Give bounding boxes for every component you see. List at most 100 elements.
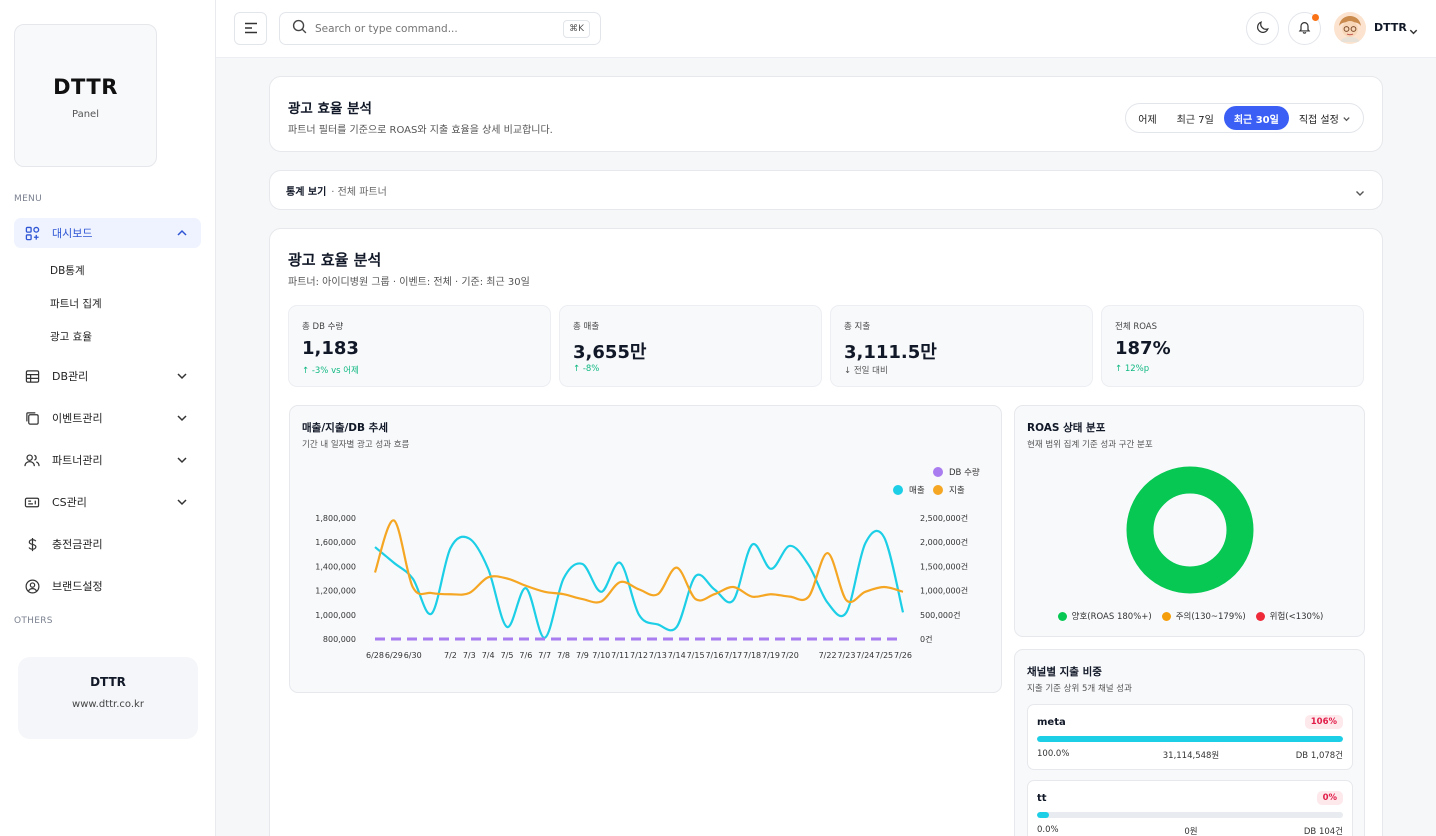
kpi-label: 총 DB 수량 xyxy=(302,322,344,332)
channel-share-bar xyxy=(1037,736,1343,742)
channel-amount: 31,114,548원 xyxy=(1162,751,1220,761)
user-name[interactable]: DTTR xyxy=(1374,21,1407,34)
channel-amount: 0원 xyxy=(1184,827,1198,836)
channel-db-count: DB 104건 xyxy=(1303,827,1343,836)
x-tick-label: 7/4 xyxy=(482,651,495,660)
x-tick-label: 6/29 xyxy=(385,651,403,660)
range-option-30d[interactable]: 최근 30일 xyxy=(1223,106,1289,130)
chart-title: ROAS 상태 분포 xyxy=(1027,422,1106,434)
legend-swatch xyxy=(1057,611,1067,621)
topbar: ⌘K DTTR xyxy=(216,0,1436,58)
legend-item-warn[interactable]: 주의(130~179%) xyxy=(1161,610,1246,622)
page-header-card: 광고 효율 분석 파트너 필터를 기준으로 ROAS와 지출 효율을 상세 비교… xyxy=(269,76,1383,152)
sidebar-item-brand-settings[interactable]: 브랜드설정 xyxy=(14,571,201,601)
kpi-total-db: 총 DB 수량 1,183 ↑ -3% vs 어제 xyxy=(288,305,551,387)
x-tick-label: 7/7 xyxy=(538,651,551,660)
analysis-title: 광고 효율 분석 xyxy=(288,251,382,269)
kpi-total-spend: 총 지출 3,111.5만 ↓ 전일 대비 xyxy=(830,305,1093,387)
x-tick-label: 7/20 xyxy=(781,651,799,660)
x-tick-label: 7/12 xyxy=(630,651,648,660)
kpi-value: 187% xyxy=(1115,338,1171,359)
filter-label: 통계 보기 xyxy=(286,186,327,198)
brand-subtitle: Panel xyxy=(72,109,99,120)
sidebar-subitem-db-stats[interactable]: DB통계 xyxy=(50,265,85,277)
legend-label: 양호(ROAS 180%+) xyxy=(1071,612,1152,622)
sidebar-toggle-button[interactable] xyxy=(234,12,267,45)
x-tick-label: 7/13 xyxy=(649,651,667,660)
sidebar-item-cs-management[interactable]: CS관리 xyxy=(14,487,201,517)
legend-swatch-spend xyxy=(933,485,943,495)
x-tick-label: 6/28 xyxy=(366,651,384,660)
series-line-spend xyxy=(373,519,904,604)
x-tick-label: 7/9 xyxy=(576,651,589,660)
sidebar-item-label: DB관리 xyxy=(52,370,89,383)
legend-item-danger[interactable]: 위험(<130%) xyxy=(1255,610,1324,622)
sidebar-item-label: 충전금관리 xyxy=(52,538,103,551)
kpi-total-roas: 전체 ROAS 187% ↑ 12%p xyxy=(1101,305,1364,387)
roas-distribution-card: ROAS 상태 분포 현재 범위 집계 기준 성과 구간 분포 양호(ROAS … xyxy=(1014,405,1365,637)
sidebar-item-charge-management[interactable]: 충전금관리 xyxy=(14,529,201,559)
card-title: 채널별 지출 비중 xyxy=(1027,666,1102,678)
range-option-yesterday[interactable]: 어제 xyxy=(1138,114,1157,126)
notification-dot xyxy=(1312,14,1319,21)
brand-logo-card[interactable]: DTTR Panel xyxy=(14,24,157,167)
y-right-tick-label: 0건 xyxy=(920,634,932,644)
channel-name: tt xyxy=(1037,793,1047,804)
notifications-button[interactable] xyxy=(1288,12,1321,45)
page-description: 파트너 필터를 기준으로 ROAS와 지출 효율을 상세 비교합니다. xyxy=(288,125,553,136)
chevron-down-icon[interactable] xyxy=(1408,22,1419,41)
legend-label: 위험(<130%) xyxy=(1269,612,1324,622)
others-section-label: OTHERS xyxy=(14,616,53,626)
y-right-tick-label: 2,000,000건 xyxy=(920,537,968,547)
footer-brand: DTTR xyxy=(90,675,126,689)
stats-filter-bar[interactable]: 통계 보기 · 전체 파트너 xyxy=(269,170,1383,210)
sidebar-footer-card: DTTR www.dttr.co.kr xyxy=(18,657,198,739)
chart-title: 매출/지출/DB 추세 xyxy=(302,422,389,434)
search-box[interactable]: ⌘K xyxy=(279,12,601,45)
x-tick-label: 7/22 xyxy=(819,651,837,660)
user-avatar[interactable] xyxy=(1334,12,1366,44)
legend-label-revenue: 매출 xyxy=(909,485,925,496)
sidebar-item-event-management[interactable]: 이벤트관리 xyxy=(14,403,201,433)
card-subtitle: 지출 기준 상위 5개 채널 성과 xyxy=(1027,684,1132,694)
x-tick-label: 7/15 xyxy=(687,651,705,660)
x-tick-label: 7/26 xyxy=(894,651,912,660)
channel-roas-badge: 106% xyxy=(1304,715,1343,729)
legend-swatch-revenue xyxy=(893,485,903,495)
x-tick-label: 7/11 xyxy=(611,651,629,660)
sidebar-item-partner-management[interactable]: 파트너관리 xyxy=(14,445,201,475)
sidebar: DTTR Panel MENU 대시보드 DB통계 파트너 집계 광고 효율 D… xyxy=(0,0,216,836)
ticket-icon xyxy=(24,494,40,510)
y-right-tick-label: 500,000건 xyxy=(920,610,960,620)
legend-swatch-db xyxy=(933,467,943,477)
channel-row-meta[interactable]: meta 106% 100.0% 31,114,548원 DB 1,078건 xyxy=(1027,704,1353,770)
theme-toggle-button[interactable] xyxy=(1246,12,1279,45)
chevron-down-icon[interactable] xyxy=(1354,184,1366,203)
kpi-value: 1,183 xyxy=(302,338,359,359)
y-left-tick-label: 1,800,000 xyxy=(315,514,356,523)
kpi-total-revenue: 총 매출 3,655만 ↑ -8% xyxy=(559,305,822,387)
kpi-label: 총 지출 xyxy=(844,322,871,332)
sidebar-item-dashboard[interactable]: 대시보드 xyxy=(14,218,201,248)
brand-name: DTTR xyxy=(53,75,118,99)
x-tick-label: 7/17 xyxy=(724,651,742,660)
footer-url[interactable]: www.dttr.co.kr xyxy=(72,699,144,710)
x-tick-label: 6/30 xyxy=(404,651,422,660)
range-option-custom[interactable]: 직접 설정 xyxy=(1289,106,1361,130)
chevron-down-icon xyxy=(175,411,189,425)
date-range-selector: 어제 최근 7일 최근 30일 직접 설정 xyxy=(1125,103,1364,133)
search-icon xyxy=(292,19,307,38)
range-option-7d[interactable]: 최근 7일 xyxy=(1176,114,1214,126)
channel-row-tt[interactable]: tt 0% 0.0% 0원 DB 104건 xyxy=(1027,780,1353,836)
sidebar-subitem-ad-efficiency[interactable]: 광고 효율 xyxy=(50,331,92,343)
search-input[interactable] xyxy=(315,22,555,35)
sidebar-subitem-partner-summary[interactable]: 파트너 집계 xyxy=(50,298,102,310)
x-tick-label: 7/25 xyxy=(875,651,893,660)
kpi-value: 3,655만 xyxy=(573,342,647,363)
channel-share-fill xyxy=(1037,812,1050,818)
sidebar-item-label: CS관리 xyxy=(52,496,87,509)
legend-item-good[interactable]: 양호(ROAS 180%+) xyxy=(1057,610,1152,622)
x-tick-label: 7/2 xyxy=(444,651,457,660)
menu-icon xyxy=(244,19,258,38)
sidebar-item-db-management[interactable]: DB관리 xyxy=(14,361,201,391)
